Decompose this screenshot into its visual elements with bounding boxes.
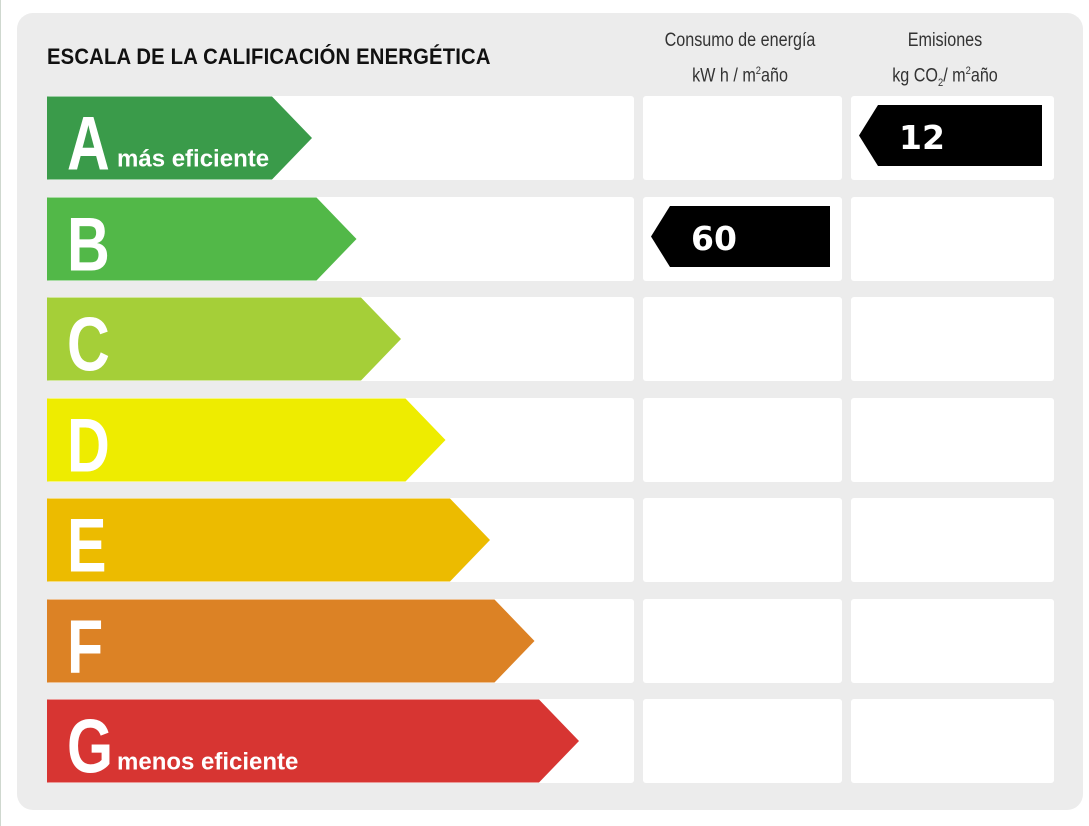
- emissions-cell-g: [851, 699, 1054, 783]
- consumption-cell-g: [643, 699, 842, 783]
- consumption-header-line2: kW h / m2año: [692, 65, 788, 87]
- band-b: [47, 197, 357, 281]
- consumption-value: 60: [691, 219, 737, 258]
- band-a: [47, 96, 312, 180]
- consumption-cell-c: [643, 297, 842, 381]
- consumption-cell-f: [643, 599, 842, 683]
- band-letter-a: A: [67, 101, 110, 186]
- emissions-header-line1: Emisiones: [907, 30, 983, 51]
- left-edge-line: [0, 0, 1, 826]
- band-subtitle-a: más eficiente: [117, 146, 269, 173]
- consumption-marker: [651, 206, 830, 267]
- band-subtitle-g: menos eficiente: [117, 749, 298, 776]
- emissions-cell-f: [851, 599, 1054, 683]
- emissions-cell-b: [851, 197, 1054, 281]
- band-letter-d: D: [67, 403, 110, 488]
- band-letter-f: F: [67, 604, 103, 689]
- consumption-header-line1: Consumo de energía: [664, 30, 816, 51]
- band-letter-g: G: [67, 704, 113, 789]
- emissions-cell-e: [851, 498, 1054, 582]
- consumption-cell-d: [643, 398, 842, 482]
- band-c: [47, 297, 401, 381]
- consumption-cell-a: [643, 96, 842, 180]
- band-e: [47, 498, 490, 582]
- emissions-header-line2: kg CO2/ m2año: [892, 65, 998, 90]
- consumption-column-header: Consumo de energía kW h / m2año: [655, 26, 825, 91]
- consumption-cell-e: [643, 498, 842, 582]
- emissions-marker: [859, 105, 1042, 166]
- band-g: [47, 699, 579, 783]
- band-letter-c: C: [67, 302, 110, 387]
- band-d: [47, 398, 446, 482]
- emissions-cell-c: [851, 297, 1054, 381]
- emissions-value: 12: [899, 118, 945, 157]
- band-letter-e: E: [67, 503, 107, 588]
- band-letter-b: B: [67, 202, 110, 287]
- emissions-column-header: Emisiones kg CO2/ m2año: [860, 26, 1030, 98]
- band-f: [47, 599, 535, 683]
- emissions-cell-d: [851, 398, 1054, 482]
- chart-title: ESCALA DE LA CALIFICACIÓN ENERGÉTICA: [47, 44, 491, 69]
